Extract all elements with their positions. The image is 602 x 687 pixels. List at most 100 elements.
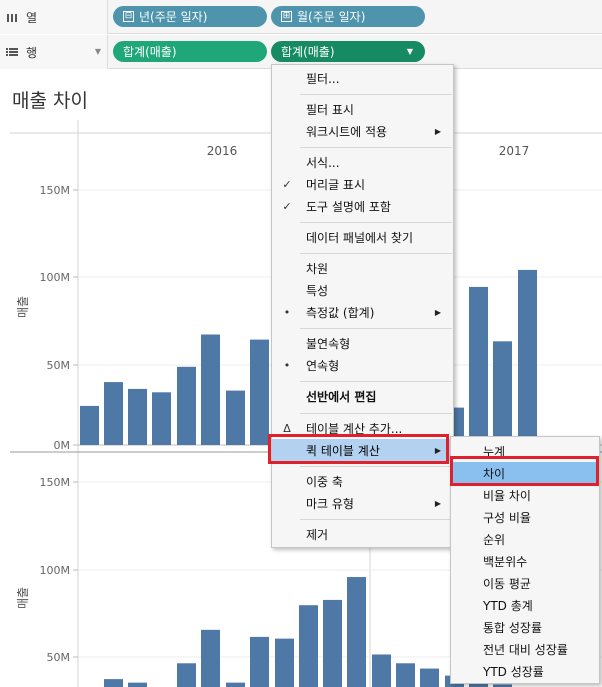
bar[interactable] xyxy=(152,392,171,445)
sheet-title: 매출 차이 xyxy=(12,90,88,112)
bar[interactable] xyxy=(493,341,512,445)
menu-item-show-header[interactable]: ✓ 머리글 표시 xyxy=(272,173,453,195)
quick-calc-item-label: 순위 xyxy=(483,532,506,547)
menu-item-label: 특성 xyxy=(306,283,329,298)
quick-calc-item[interactable]: 구성 비율 xyxy=(451,506,599,528)
pill-label: 월(주문 일자) xyxy=(297,10,366,24)
menu-item-measure-sum[interactable]: • 측정값 (합계) ▶ xyxy=(272,301,453,323)
bar[interactable] xyxy=(420,668,439,687)
menu-item-show-filter[interactable]: 필터 표시 xyxy=(272,98,453,120)
expand-icon[interactable]: ⊞ xyxy=(281,11,292,22)
columns-icon xyxy=(6,12,22,23)
sum-sales-pill-2[interactable]: 합계(매출) ▼ xyxy=(271,41,425,62)
menu-item-mark-type[interactable]: 마크 유형 ▶ xyxy=(272,492,453,514)
quick-calc-item-label: 비율 차이 xyxy=(483,488,531,503)
menu-item-quick-table-calc[interactable]: 퀵 테이블 계산 ▶ xyxy=(272,439,453,461)
chevron-down-icon[interactable]: ▼ xyxy=(94,47,101,56)
menu-item-format[interactable]: 서식... xyxy=(272,151,453,173)
bar[interactable] xyxy=(201,334,220,446)
column-header-2016: 2016 xyxy=(207,144,238,158)
column-header-2017: 2017 xyxy=(499,144,530,158)
menu-item-label: 불연속형 xyxy=(306,336,351,351)
menu-item-dual-axis[interactable]: 이중 축 xyxy=(272,470,453,492)
menu-item-label: 선반에서 편집 xyxy=(306,389,377,404)
bar[interactable] xyxy=(323,599,342,687)
menu-separator xyxy=(300,222,452,223)
checkmark-icon: ✓ xyxy=(282,177,292,191)
menu-item-label: 머리글 표시 xyxy=(306,177,366,192)
menu-item-add-table-calc[interactable]: Δ 테이블 계산 추가... xyxy=(272,417,453,439)
menu-item-label: 워크시트에 적용 xyxy=(306,124,388,139)
menu-separator xyxy=(300,381,452,382)
quick-calc-item[interactable]: 누계 xyxy=(451,440,599,462)
menu-item-dimension[interactable]: 차원 xyxy=(272,257,453,279)
bar[interactable] xyxy=(372,654,391,687)
quick-calc-item[interactable]: 통합 성장률 xyxy=(451,616,599,638)
y-axis-label-1: 매출 xyxy=(16,296,30,318)
quick-calc-item[interactable]: 이동 평균 xyxy=(451,572,599,594)
bar[interactable] xyxy=(177,663,196,687)
collapse-icon[interactable]: ⊟ xyxy=(123,11,134,22)
menu-separator xyxy=(300,253,452,254)
menu-item-label: 마크 유형 xyxy=(306,496,354,511)
menu-item-apply-to-worksheets[interactable]: 워크시트에 적용 ▶ xyxy=(272,120,453,142)
quick-calc-item-label: 누계 xyxy=(483,444,506,459)
bar[interactable] xyxy=(128,682,147,687)
menu-item-label: 측정값 (합계) xyxy=(306,305,375,320)
bar[interactable] xyxy=(469,286,488,445)
menu-item-filter[interactable]: 필터... xyxy=(272,67,453,89)
quick-calc-item[interactable]: 전년 대비 성장률 xyxy=(451,638,599,660)
bar[interactable] xyxy=(104,679,123,687)
menu-separator xyxy=(300,413,452,414)
quick-calc-item-label: YTD 성장률 xyxy=(483,664,544,679)
bar[interactable] xyxy=(250,339,269,445)
bar[interactable] xyxy=(347,577,366,687)
columns-shelf-name: 열 xyxy=(26,10,38,25)
bar[interactable] xyxy=(299,605,318,687)
quick-calc-item[interactable]: 순위 xyxy=(451,528,599,550)
menu-item-include-in-tooltip[interactable]: ✓ 도구 설명에 포함 xyxy=(272,195,453,217)
quick-calc-item[interactable]: 비율 차이 xyxy=(451,484,599,506)
quick-calc-item[interactable]: 차이 xyxy=(451,462,599,484)
bar[interactable] xyxy=(250,636,269,687)
month-order-date-pill[interactable]: ⊞ 월(주문 일자) xyxy=(271,6,425,27)
menu-item-edit-in-shelf[interactable]: 선반에서 편집 xyxy=(272,385,453,407)
y-tick-label: 0M xyxy=(54,439,71,452)
pill-context-menu: 필터... 필터 표시 워크시트에 적용 ▶ 서식... ✓ 머리글 표시 ✓ 도구 설명에 포… xyxy=(271,64,454,548)
y-tick-label: 150M xyxy=(40,184,71,197)
quick-calc-item[interactable]: YTD 총계 xyxy=(451,594,599,616)
bar[interactable] xyxy=(201,629,220,687)
menu-item-discrete[interactable]: 불연속형 xyxy=(272,332,453,354)
bar[interactable] xyxy=(226,390,245,445)
bar[interactable] xyxy=(177,366,196,445)
submenu-arrow-icon: ▶ xyxy=(434,498,441,508)
menu-item-label: 서식... xyxy=(306,155,340,170)
sum-sales-pill-1[interactable]: 합계(매출) xyxy=(113,41,267,62)
rows-shelf-label: 행 ▼ xyxy=(0,35,108,69)
quick-calc-item[interactable]: 백분위수 xyxy=(451,550,599,572)
bar[interactable] xyxy=(80,405,99,445)
bar[interactable] xyxy=(128,388,147,445)
quick-calc-item-label: 구성 비율 xyxy=(483,510,531,525)
year-order-date-pill[interactable]: ⊟ 년(주문 일자) xyxy=(113,6,267,27)
pill-label: 합계(매출) xyxy=(123,45,177,59)
bar[interactable] xyxy=(226,682,245,687)
menu-separator xyxy=(300,328,452,329)
y-axis-label-2: 매출 xyxy=(16,587,30,609)
menu-item-attribute[interactable]: 특성 xyxy=(272,279,453,301)
menu-item-continuous[interactable]: • 연속형 xyxy=(272,354,453,376)
chevron-down-icon[interactable]: ▼ xyxy=(406,47,413,56)
bar[interactable] xyxy=(493,684,512,687)
menu-item-find-in-data-pane[interactable]: 데이터 패널에서 찾기 xyxy=(272,226,453,248)
menu-item-label: 필터 표시 xyxy=(306,102,354,117)
menu-separator xyxy=(300,519,452,520)
bar[interactable] xyxy=(396,663,415,687)
menu-separator xyxy=(300,147,452,148)
bar[interactable] xyxy=(518,269,537,445)
menu-item-remove[interactable]: 제거 xyxy=(272,523,453,545)
y-tick-label: 100M xyxy=(40,271,71,284)
bar[interactable] xyxy=(104,382,123,445)
bar[interactable] xyxy=(275,638,294,687)
quick-calc-item[interactable]: YTD 성장률 xyxy=(451,660,599,682)
pill-label: 년(주문 일자) xyxy=(139,10,208,24)
